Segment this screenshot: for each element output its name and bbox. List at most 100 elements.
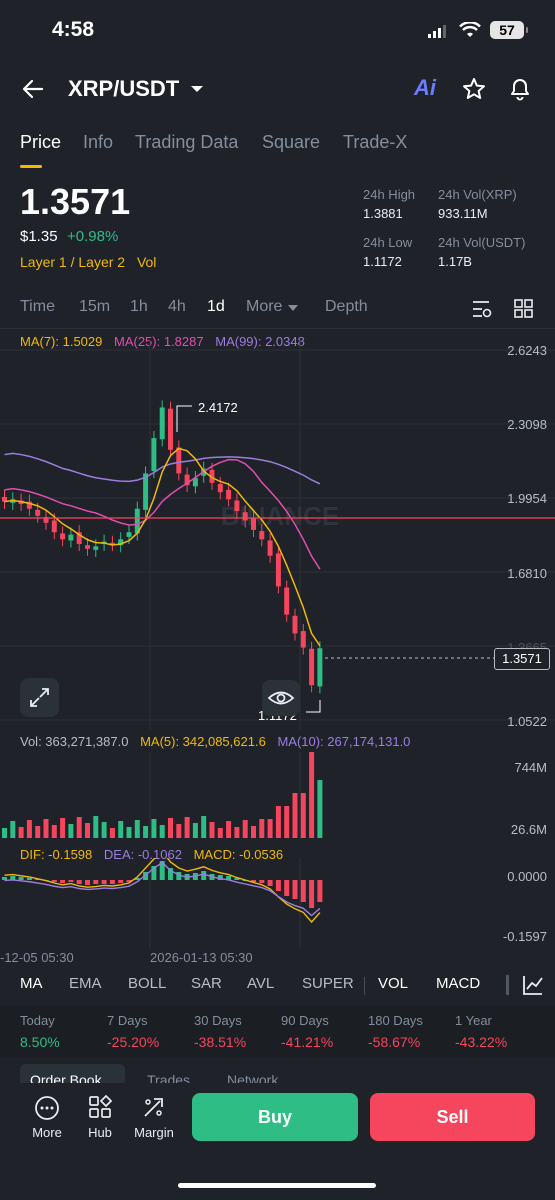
candle <box>267 540 273 556</box>
perf-value: -58.67% <box>368 1034 421 1050</box>
indicator-settings-icon[interactable] <box>522 974 544 996</box>
vol-ma5: MA(5): 342,085,621.6 <box>140 734 266 749</box>
macd-bar <box>143 872 149 880</box>
candle <box>184 474 190 486</box>
ind-ma[interactable]: MA <box>20 975 43 992</box>
macd-bar <box>76 880 82 884</box>
ma-legend: MA(7): 1.5029 MA(25): 1.8287 MA(99): 2.0… <box>20 334 305 349</box>
vol-axis-label: 744M <box>514 760 547 775</box>
tf-1d[interactable]: 1d <box>207 298 225 315</box>
tf-depth[interactable]: Depth <box>325 298 368 315</box>
volume-bar <box>43 819 49 838</box>
chevron-down-icon[interactable] <box>190 84 204 94</box>
tab-square[interactable]: Square <box>262 132 321 152</box>
margin-label: Margin <box>134 1125 174 1140</box>
buy-button[interactable]: Buy <box>192 1093 358 1141</box>
volume-bar <box>151 819 157 838</box>
back-arrow-icon[interactable] <box>22 78 44 100</box>
visibility-button[interactable] <box>262 680 300 716</box>
pair-title[interactable]: XRP/USDT <box>68 76 180 101</box>
macd-bar <box>275 880 281 891</box>
high-label: 24h High <box>363 187 416 202</box>
candle <box>126 532 132 537</box>
perf-value: -41.21% <box>281 1034 334 1050</box>
candle <box>242 512 248 521</box>
candlestick-chart[interactable]: BINANCE 2.4172 1.1172 <box>0 340 555 730</box>
tf-4h[interactable]: 4h <box>168 298 186 315</box>
ind-macd[interactable]: MACD <box>436 975 481 992</box>
category-tag[interactable]: Layer 1 / Layer 2 <box>20 254 126 270</box>
volume-bar <box>267 819 273 838</box>
macd-chart <box>2 858 323 948</box>
perf-label: 30 Days <box>194 1013 242 1028</box>
hub-button[interactable]: Hub <box>80 1095 120 1145</box>
macd-bar <box>217 875 223 880</box>
volume-bar <box>192 823 198 838</box>
candle <box>209 469 215 483</box>
ind-vol[interactable]: VOL <box>378 975 409 992</box>
tf-15m[interactable]: 15m <box>79 298 111 315</box>
tf-time[interactable]: Time <box>20 298 55 315</box>
vol-usdt-label: 24h Vol(USDT) <box>438 235 526 250</box>
tab-trade-x[interactable]: Trade-X <box>343 132 408 152</box>
macd-bar <box>93 880 99 884</box>
tab-price[interactable]: Price <box>20 132 62 152</box>
ind-avl[interactable]: AVL <box>247 975 275 992</box>
volume-bar <box>284 806 290 838</box>
candle <box>60 533 66 540</box>
vol-xrp-label: 24h Vol(XRP) <box>438 187 517 202</box>
more-button[interactable]: More <box>24 1095 70 1145</box>
performance-row: Today 8.50% 7 Days -25.20% 30 Days -38.5… <box>0 1005 555 1057</box>
last-price: 1.3571 <box>20 181 131 222</box>
indicator-bar: MA EMA BOLL SAR AVL SUPER VOL MACD <box>0 975 555 1001</box>
macd-bar <box>176 872 182 880</box>
tf-more[interactable]: More <box>246 298 283 315</box>
perf-value: -25.20% <box>107 1034 160 1050</box>
grid-layout-icon[interactable] <box>514 299 533 318</box>
ind-sar[interactable]: SAR <box>191 975 222 992</box>
star-icon[interactable] <box>462 77 486 101</box>
more-label: More <box>32 1125 62 1140</box>
volume-bar <box>292 793 298 838</box>
macd-bar <box>259 880 265 883</box>
vol-axis-label: 26.6M <box>510 822 547 837</box>
sell-button[interactable]: Sell <box>370 1093 535 1141</box>
battery-indicator: 57 <box>490 21 528 39</box>
macd-bar <box>284 880 290 896</box>
ind-ema[interactable]: EMA <box>69 975 102 992</box>
margin-icon <box>144 1098 163 1117</box>
macd-bar <box>10 876 16 880</box>
candle <box>192 478 198 487</box>
ma99-value: MA(99): 2.0348 <box>215 334 305 349</box>
macd-bar <box>300 880 306 902</box>
fullscreen-button[interactable] <box>20 678 59 717</box>
ind-super[interactable]: SUPER <box>302 975 354 992</box>
high-annotation: 2.4172 <box>198 400 238 415</box>
bell-icon[interactable] <box>508 76 532 102</box>
y-axis-label: 2.6243 <box>507 343 547 358</box>
macd-value: MACD: -0.0536 <box>193 847 284 862</box>
volume-bar <box>259 819 265 838</box>
vol-tag[interactable]: Vol <box>136 254 157 270</box>
candle <box>259 531 265 540</box>
tab-trading-data[interactable]: Trading Data <box>135 132 239 152</box>
ind-boll[interactable]: BOLL <box>128 975 167 992</box>
y-axis-label: 1.6810 <box>507 566 547 581</box>
tab-info[interactable]: Info <box>83 132 114 152</box>
chart-settings-icon[interactable] <box>472 300 492 318</box>
candle <box>300 631 306 648</box>
high-value: 1.3881 <box>363 206 403 221</box>
volume-bar <box>226 821 232 838</box>
volume-legend: Vol: 363,271,387.0 MA(5): 342,085,621.6 … <box>20 734 410 749</box>
macd-bar <box>234 878 240 880</box>
usd-price: $1.35 <box>20 228 58 245</box>
volume-bar <box>10 821 16 838</box>
perf-label: Today <box>20 1013 55 1028</box>
tf-1h[interactable]: 1h <box>130 298 148 315</box>
macd-bar <box>68 880 74 882</box>
candle <box>51 520 57 533</box>
margin-button[interactable]: Margin <box>130 1095 178 1145</box>
ai-assistant-button[interactable]: Ai <box>414 75 436 100</box>
low-label: 24h Low <box>363 235 413 250</box>
volume-bar <box>18 827 24 838</box>
